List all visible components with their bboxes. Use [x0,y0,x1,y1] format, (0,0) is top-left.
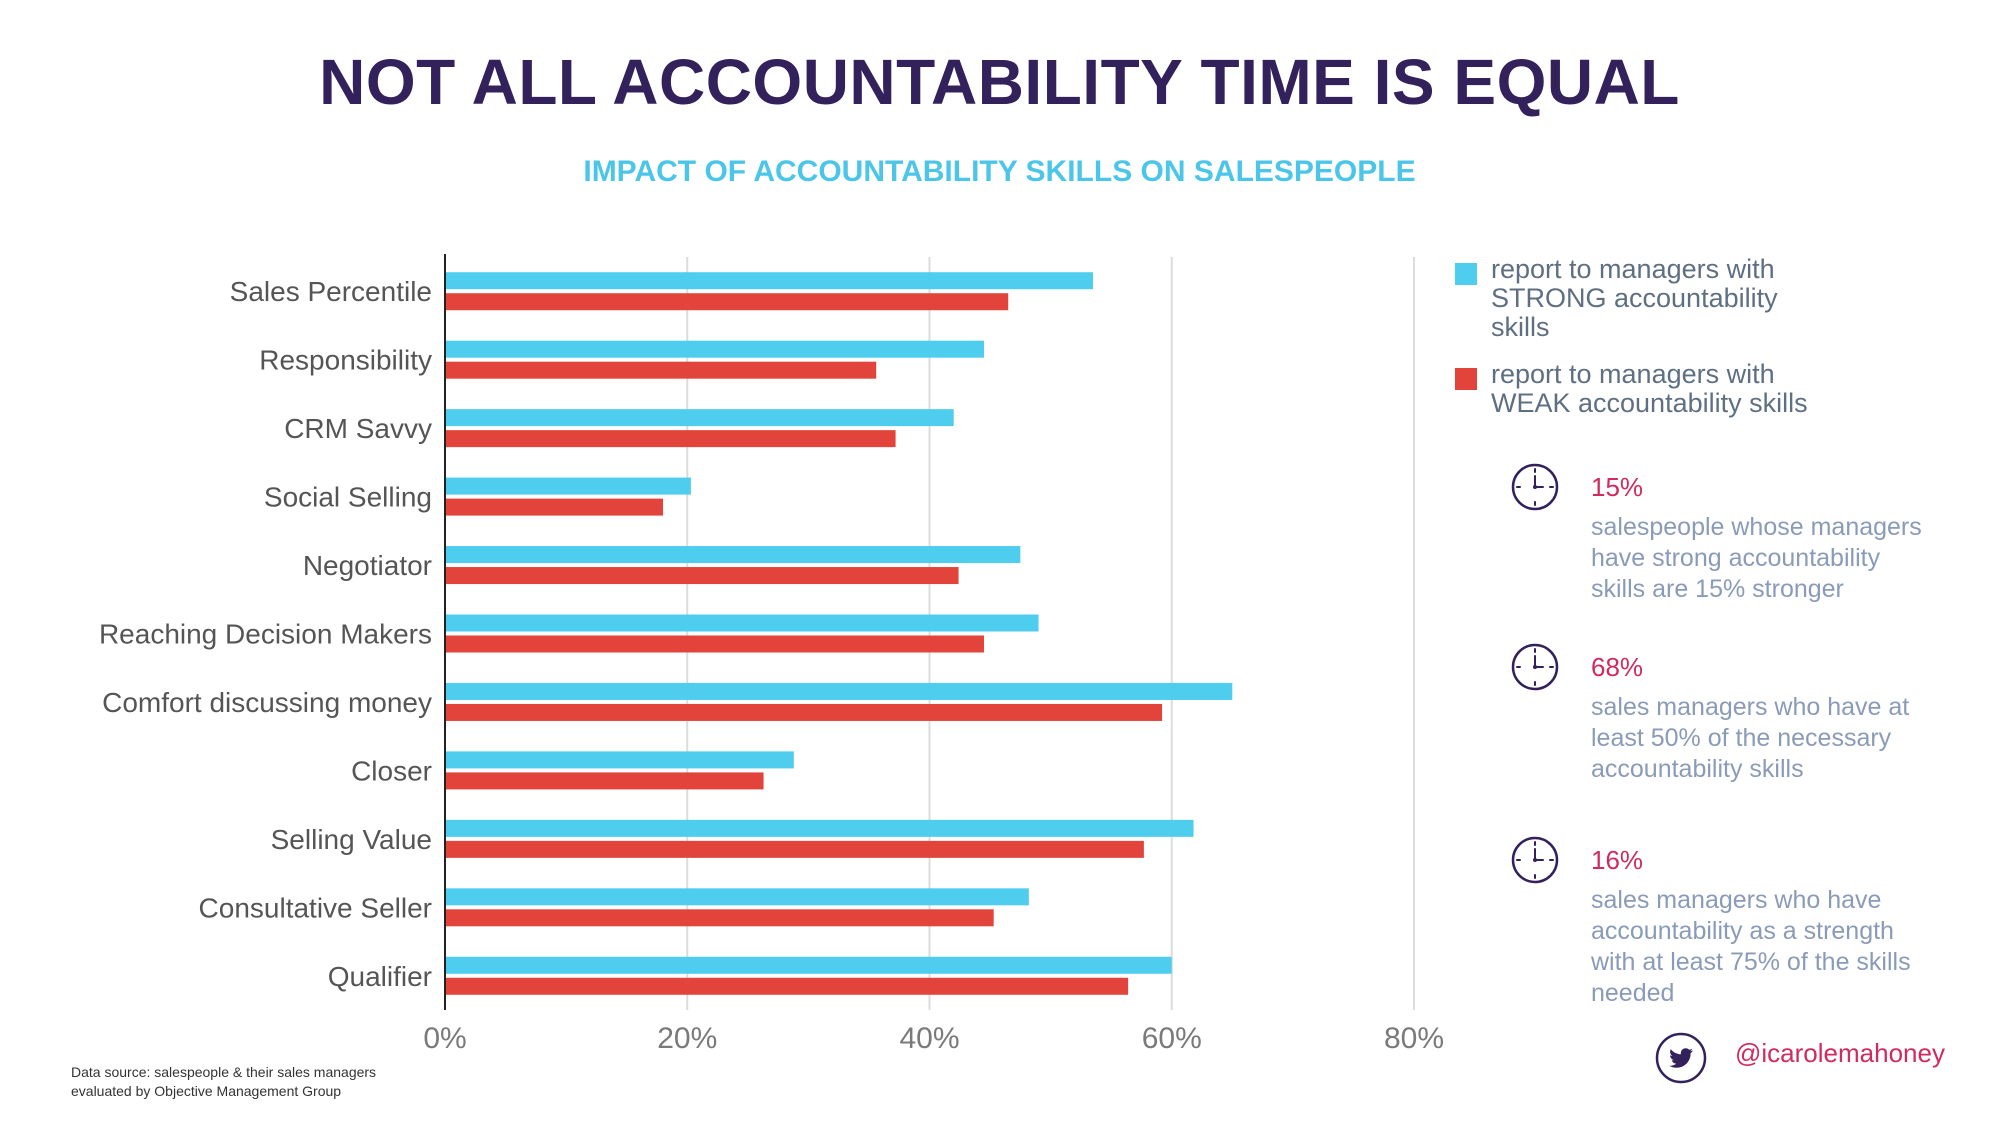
category-label: Comfort discussing money [102,687,432,718]
x-tick-label: 60% [1142,1022,1202,1055]
legend-swatch-strong [1455,263,1477,285]
bar-strong [445,340,985,358]
category-label: Qualifier [328,961,432,992]
bar-strong [445,682,1233,700]
bar-strong [445,477,691,495]
category-label: CRM Savvy [284,413,432,444]
bar-strong [445,888,1029,906]
data-source-note: Data source: salespeople & their sales m… [71,1064,377,1099]
stat-percent: 68% [1591,652,1644,682]
bar-strong [445,751,794,769]
chart-title: NOT ALL ACCOUNTABILITY TIME IS EQUAL [319,46,1680,118]
category-label: Consultative Seller [199,892,432,923]
bar-weak [445,977,1129,995]
bar-strong [445,409,954,427]
clock-icon [1511,463,1559,511]
bar-weak [445,909,994,927]
bar-strong [445,614,1039,632]
category-label: Closer [351,755,432,786]
legend-label-strong: report to managers with STRONG accountab… [1491,254,1778,342]
chart-subtitle: IMPACT OF ACCOUNTABILITY SKILLS ON SALES… [583,155,1416,188]
twitter-handle[interactable]: @icarolemahoney [1735,1038,1945,1068]
category-label: Social Selling [264,482,432,513]
category-label: Responsibility [259,345,432,376]
bar-weak [445,361,877,379]
stat-percent: 16% [1591,845,1644,875]
x-tick-label: 40% [899,1022,959,1055]
stat-description: salespeople whose managers have strong a… [1591,513,1922,603]
clock-icon [1511,836,1559,884]
category-label: Reaching Decision Makers [99,619,432,650]
bar-strong [445,272,1094,290]
bar-weak [445,703,1163,721]
twitter-icon[interactable] [1655,1032,1707,1084]
bar-weak [445,840,1144,858]
stat-description: sales managers who have at least 50% of … [1591,693,1910,783]
bar-weak [445,635,985,653]
bar-weak [445,498,664,516]
x-tick-label: 0% [423,1022,466,1055]
legend-label-weak: report to managers with WEAK accountabil… [1491,359,1808,418]
legend-swatch-weak [1455,368,1477,390]
stat-percent: 15% [1591,472,1644,502]
stat-description: sales managers who have accountability a… [1591,886,1911,1007]
clock-icon [1511,643,1559,691]
bar-strong [445,956,1172,974]
bar-strong [445,546,1021,564]
category-label: Sales Percentile [230,276,432,307]
bar-weak [445,567,959,585]
category-label: Selling Value [271,824,432,855]
bar-weak [445,293,1009,311]
bar-weak [445,430,896,448]
x-tick-label: 20% [657,1022,717,1055]
x-tick-label: 80% [1384,1022,1444,1055]
category-label: Negotiator [303,550,432,581]
bar-strong [445,819,1194,837]
bar-weak [445,772,764,790]
